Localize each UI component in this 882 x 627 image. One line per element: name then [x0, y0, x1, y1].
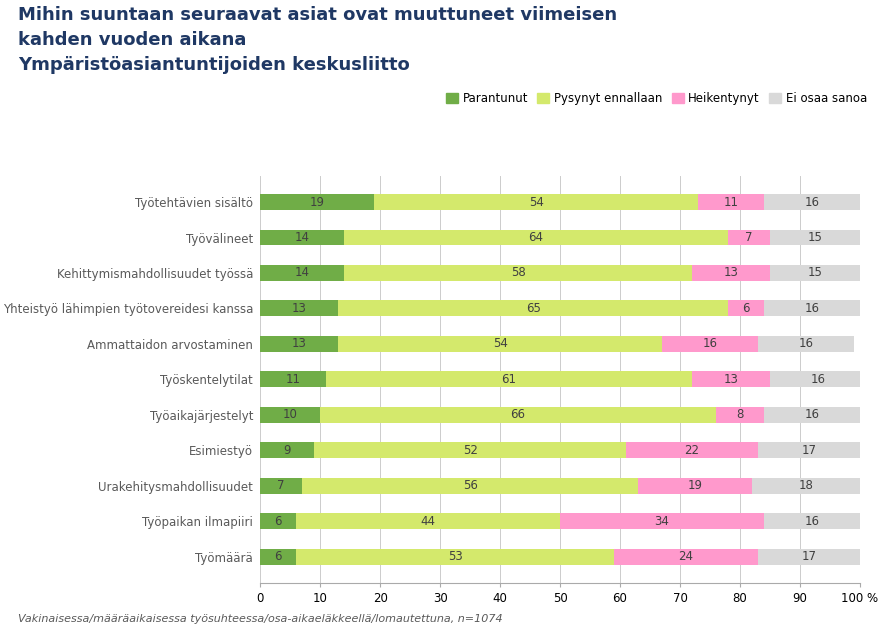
Text: 13: 13	[723, 266, 738, 280]
Bar	[638, 478, 752, 493]
Bar	[758, 442, 860, 458]
Text: 24: 24	[678, 550, 693, 563]
Text: 19: 19	[310, 196, 325, 209]
Text: 58: 58	[511, 266, 526, 280]
Bar	[338, 336, 662, 352]
Text: 16: 16	[702, 337, 718, 350]
Text: 18: 18	[798, 479, 813, 492]
Bar	[692, 265, 770, 281]
Text: 52: 52	[463, 444, 477, 456]
Bar	[260, 336, 338, 352]
Bar	[728, 300, 764, 317]
Text: 54: 54	[528, 196, 543, 209]
Bar	[728, 229, 770, 246]
Text: 65: 65	[526, 302, 541, 315]
Bar	[614, 549, 758, 564]
Bar	[260, 407, 320, 423]
Text: 16: 16	[804, 196, 819, 209]
Bar	[758, 549, 860, 564]
Text: 9: 9	[283, 444, 291, 456]
Text: 13: 13	[292, 337, 307, 350]
Text: 56: 56	[463, 479, 477, 492]
Legend: Parantunut, Pysynyt ennallaan, Heikentynyt, Ei osaa sanoa: Parantunut, Pysynyt ennallaan, Heikentyn…	[446, 92, 867, 105]
Text: 44: 44	[421, 515, 436, 528]
Text: 11: 11	[723, 196, 738, 209]
Bar	[260, 371, 326, 387]
Text: 6: 6	[743, 302, 750, 315]
Text: 54: 54	[493, 337, 507, 350]
Text: 17: 17	[802, 550, 817, 563]
Bar	[770, 265, 860, 281]
Text: 19: 19	[687, 479, 703, 492]
Bar	[716, 407, 764, 423]
Bar	[626, 442, 758, 458]
Text: Vakinaisessa/määräaikaisessa työsuhteessa/osa-aikaeläkkeellä/lomautettuna, n=107: Vakinaisessa/määräaikaisessa työsuhteess…	[18, 614, 502, 624]
Bar	[344, 229, 728, 246]
Text: 64: 64	[528, 231, 543, 244]
Text: 66: 66	[511, 408, 526, 421]
Bar	[260, 194, 374, 210]
Bar	[260, 265, 344, 281]
Bar	[260, 229, 344, 246]
Text: 10: 10	[283, 408, 297, 421]
Bar	[338, 300, 728, 317]
Bar	[758, 336, 854, 352]
Text: 17: 17	[802, 444, 817, 456]
Text: 61: 61	[502, 373, 517, 386]
Bar	[764, 513, 860, 529]
Text: 7: 7	[745, 231, 752, 244]
Bar	[770, 371, 866, 387]
Text: 16: 16	[798, 337, 813, 350]
Text: 14: 14	[295, 266, 310, 280]
Text: 14: 14	[295, 231, 310, 244]
Bar	[303, 478, 638, 493]
Bar	[770, 229, 860, 246]
Bar	[752, 478, 860, 493]
Text: 34: 34	[654, 515, 669, 528]
Bar	[260, 478, 303, 493]
Text: 16: 16	[804, 515, 819, 528]
Bar	[764, 300, 860, 317]
Text: 8: 8	[736, 408, 744, 421]
Text: 16: 16	[811, 373, 826, 386]
Bar	[764, 194, 860, 210]
Bar	[296, 549, 614, 564]
Bar	[320, 407, 716, 423]
Bar	[764, 407, 860, 423]
Bar	[662, 336, 758, 352]
Text: 13: 13	[292, 302, 307, 315]
Bar	[260, 300, 338, 317]
Bar	[260, 513, 296, 529]
Text: 13: 13	[723, 373, 738, 386]
Bar	[260, 442, 314, 458]
Bar	[692, 371, 770, 387]
Text: 7: 7	[278, 479, 285, 492]
Text: 16: 16	[804, 302, 819, 315]
Text: 15: 15	[808, 266, 822, 280]
Text: 22: 22	[684, 444, 699, 456]
Bar	[374, 194, 698, 210]
Bar	[698, 194, 764, 210]
Bar	[560, 513, 764, 529]
Text: 6: 6	[274, 550, 282, 563]
Text: 11: 11	[286, 373, 301, 386]
Bar	[260, 549, 296, 564]
Bar	[326, 371, 692, 387]
Text: Mihin suuntaan seuraavat asiat ovat muuttuneet viimeisen
kahden vuoden aikana
Ym: Mihin suuntaan seuraavat asiat ovat muut…	[18, 6, 617, 74]
Text: 6: 6	[274, 515, 282, 528]
Bar	[344, 265, 692, 281]
Text: 53: 53	[448, 550, 462, 563]
Bar	[314, 442, 626, 458]
Bar	[296, 513, 560, 529]
Text: 15: 15	[808, 231, 822, 244]
Text: 16: 16	[804, 408, 819, 421]
